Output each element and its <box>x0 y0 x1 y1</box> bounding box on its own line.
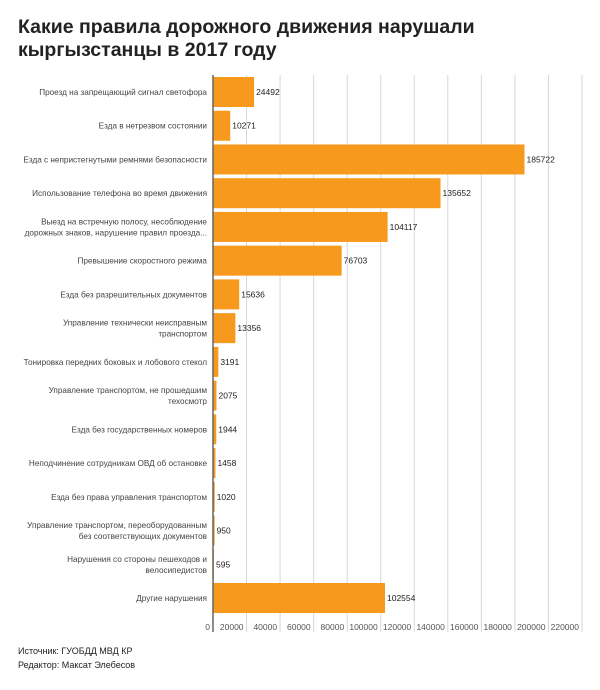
x-tick-label: 140000 <box>416 622 445 632</box>
x-tick-label: 40000 <box>253 622 277 632</box>
x-tick-label: 220000 <box>551 622 580 632</box>
data-label: 595 <box>216 559 230 569</box>
category-label: транспортом <box>158 330 207 339</box>
data-label: 2075 <box>218 391 237 401</box>
data-label: 950 <box>217 526 231 536</box>
bar <box>213 481 215 512</box>
bar <box>213 414 217 445</box>
bar <box>213 515 215 546</box>
data-label: 135652 <box>443 188 472 198</box>
x-tick-label: 200000 <box>517 622 546 632</box>
category-label: техосмотр <box>168 397 207 406</box>
category-label: без соответствующих документов <box>79 532 207 541</box>
category-label: велосипедистов <box>146 566 207 575</box>
data-label: 10271 <box>232 121 256 131</box>
category-label: Управление транспортом, не прошедшим <box>49 386 208 395</box>
bar <box>213 583 386 613</box>
category-label: Езда без разрешительных документов <box>60 290 207 299</box>
bar <box>213 448 216 479</box>
bar <box>213 245 342 276</box>
category-label: Управление технически неисправным <box>63 319 207 328</box>
category-label: Превышение скоростного режима <box>77 257 207 266</box>
x-tick-label: 80000 <box>321 622 345 632</box>
data-label: 76703 <box>344 256 368 266</box>
x-tick-label: 0 <box>205 622 210 632</box>
category-label: дорожных знаков, нарушение правил проезд… <box>25 228 207 237</box>
data-label: 1458 <box>217 458 236 468</box>
category-label: Езда без права управления транспортом <box>51 493 207 502</box>
bar <box>213 279 240 310</box>
bar <box>213 178 441 209</box>
category-label: Другие нарушения <box>136 594 207 603</box>
category-label: Проезд на запрещающий сигнал светофора <box>39 88 207 97</box>
source-note: Источник: ГУОБДД МВД КР <box>18 646 133 656</box>
x-tick-label: 160000 <box>450 622 479 632</box>
category-label: Езда с непристегнутыми ремнями безопасно… <box>23 155 207 164</box>
category-label: Тонировка передних боковых и лобового ст… <box>24 358 208 367</box>
data-label: 1020 <box>217 492 236 502</box>
category-label: Неподчинение сотрудникам ОВД об остановк… <box>29 459 208 468</box>
x-tick-label: 120000 <box>383 622 412 632</box>
x-tick-label: 100000 <box>349 622 378 632</box>
x-tick-label: 180000 <box>484 622 513 632</box>
data-label: 15636 <box>241 289 265 299</box>
category-label: Выезд на встречную полосу, несоблюдение <box>41 217 207 226</box>
category-label: Использование телефона во время движения <box>32 189 207 198</box>
data-label: 3191 <box>220 357 239 367</box>
category-label: Езда в нетрезвом состоянии <box>99 122 207 131</box>
data-label: 1944 <box>218 424 237 434</box>
bar <box>213 110 231 141</box>
x-tick-label: 20000 <box>220 622 244 632</box>
bar <box>213 77 255 107</box>
editor-note: Редактор: Максат Элебесов <box>18 660 136 670</box>
data-label: 104117 <box>390 222 418 232</box>
bar <box>213 313 236 344</box>
chart-title: Какие правила дорожного движения нарушал… <box>18 16 475 61</box>
data-label: 102554 <box>387 593 416 603</box>
bar <box>213 211 388 242</box>
x-tick-label: 60000 <box>287 622 311 632</box>
bar <box>213 144 525 175</box>
data-label: 185722 <box>527 154 556 164</box>
category-label: Нарушения со стороны пешеходов и <box>67 555 207 564</box>
data-label: 13356 <box>237 323 261 333</box>
category-label: Управление транспортом, переоборудованны… <box>27 521 207 530</box>
bar <box>213 346 219 377</box>
category-label: Езда без государственных номеров <box>72 425 207 434</box>
bar <box>213 380 217 411</box>
data-label: 24492 <box>256 87 280 97</box>
